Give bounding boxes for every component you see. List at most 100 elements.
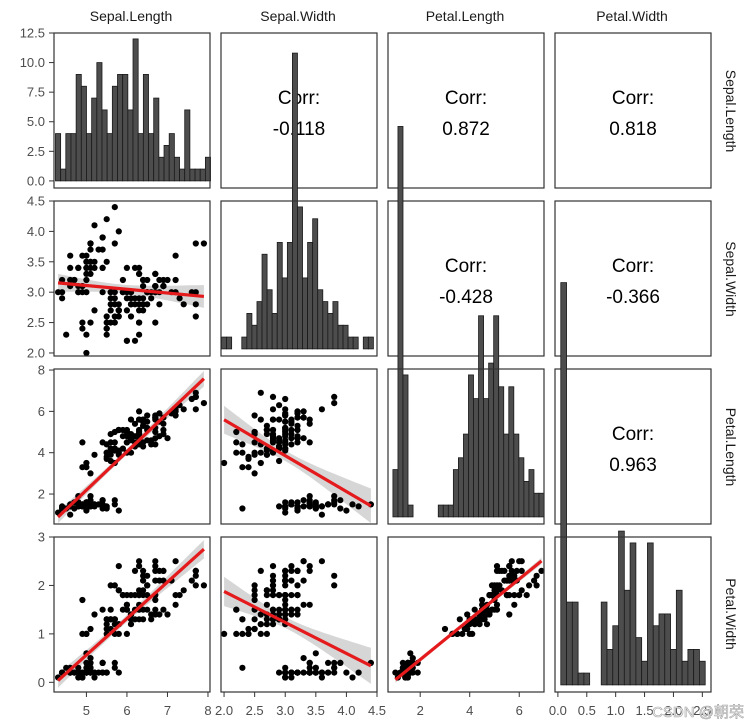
data-point — [518, 587, 525, 594]
histogram-bar — [647, 542, 654, 686]
data-point — [294, 439, 301, 446]
histogram-bar — [246, 313, 253, 350]
panel-sepal-length-vs-petal-width: Corr: 0.818 — [554, 32, 712, 189]
data-point — [144, 606, 151, 613]
data-point — [471, 606, 478, 613]
data-point — [294, 606, 301, 613]
histogram-bar — [612, 625, 619, 686]
data-point — [282, 445, 289, 452]
data-point — [87, 625, 94, 633]
histogram-bar — [473, 398, 479, 518]
data-point — [103, 319, 110, 326]
data-point — [337, 505, 344, 512]
data-point — [95, 669, 102, 676]
data-point — [123, 337, 130, 344]
data-point — [233, 428, 240, 436]
data-point — [282, 418, 289, 425]
x-tick-label: 4.0 — [337, 703, 355, 718]
data-point — [136, 563, 143, 570]
corr-label: Corr: — [445, 88, 487, 109]
data-point — [471, 621, 478, 628]
data-point — [282, 592, 289, 599]
histogram-bar — [194, 168, 201, 182]
data-point — [148, 295, 155, 302]
panel-border — [387, 32, 545, 189]
data-point — [79, 674, 86, 681]
corr-value: -0.428 — [439, 287, 493, 308]
data-point — [312, 664, 319, 671]
data-point — [160, 283, 167, 290]
strip-top-sepal-width: Sepal.Width — [260, 8, 335, 24]
histogram-bar — [452, 469, 459, 518]
data-point — [83, 669, 90, 676]
data-point — [337, 497, 344, 504]
data-point — [518, 567, 525, 575]
histogram-bar — [142, 74, 149, 182]
data-point — [87, 493, 94, 500]
data-point — [245, 630, 252, 638]
panel-sepal-width-vs-sepal-length — [53, 200, 211, 357]
y-tick-label: 7.5 — [27, 85, 45, 100]
data-point — [119, 426, 126, 434]
histogram-bar — [179, 168, 186, 182]
data-point — [459, 630, 466, 638]
data-point — [115, 563, 122, 570]
data-point — [318, 511, 325, 518]
data-point — [251, 592, 258, 599]
data-point — [172, 601, 179, 608]
x-axis-sepal-length: 5 6 7 8 — [83, 692, 212, 718]
data-point — [508, 567, 515, 575]
data-point — [493, 601, 501, 608]
data-point — [257, 611, 264, 618]
panel-sepal-length-vs-sepal-length — [53, 32, 211, 189]
data-point — [306, 501, 313, 508]
data-point — [506, 577, 513, 584]
data-point — [288, 606, 295, 613]
data-point — [152, 414, 159, 421]
histogram-bar — [658, 613, 666, 686]
data-point — [523, 592, 530, 599]
y-tick-label: 3.0 — [27, 285, 45, 300]
histogram-bar — [281, 277, 288, 350]
panel-petal-width-vs-sepal-width — [220, 536, 378, 693]
data-point — [239, 464, 246, 471]
data-point — [511, 572, 518, 579]
data-point — [91, 307, 98, 314]
histogram-bar — [635, 637, 643, 686]
data-point — [483, 621, 491, 628]
histogram-bar — [629, 542, 637, 686]
data-point — [402, 674, 409, 681]
data-point — [103, 258, 110, 265]
regression-line — [56, 548, 205, 682]
histogram-bar — [86, 133, 93, 182]
data-point — [501, 577, 508, 584]
data-point — [245, 464, 252, 471]
data-point — [67, 511, 74, 518]
regression-line — [56, 377, 206, 519]
data-point — [263, 426, 270, 434]
histogram-bar — [397, 126, 404, 518]
data-point — [172, 252, 179, 259]
histogram-bar — [327, 313, 334, 350]
data-point — [136, 295, 143, 302]
data-point — [123, 630, 130, 638]
data-point — [136, 319, 143, 326]
data-point — [276, 606, 283, 613]
data-point — [257, 621, 264, 628]
data-point — [312, 669, 319, 676]
data-point — [276, 457, 283, 465]
data-point — [414, 669, 421, 676]
x-tick-label: 4.5 — [368, 703, 386, 718]
data-point — [300, 497, 307, 504]
histogram-bar — [641, 660, 648, 686]
data-point — [164, 435, 171, 442]
x-tick-label: 0.5 — [578, 703, 596, 718]
right-strip-labels: Sepal.Length Sepal.Width Petal.Length Pe… — [723, 70, 739, 650]
data-point — [103, 669, 110, 676]
data-point — [257, 459, 264, 467]
histogram-bar — [317, 289, 324, 350]
data-point — [192, 567, 199, 575]
data-point — [269, 577, 277, 584]
panel-petal-width-vs-sepal-length — [53, 536, 211, 693]
